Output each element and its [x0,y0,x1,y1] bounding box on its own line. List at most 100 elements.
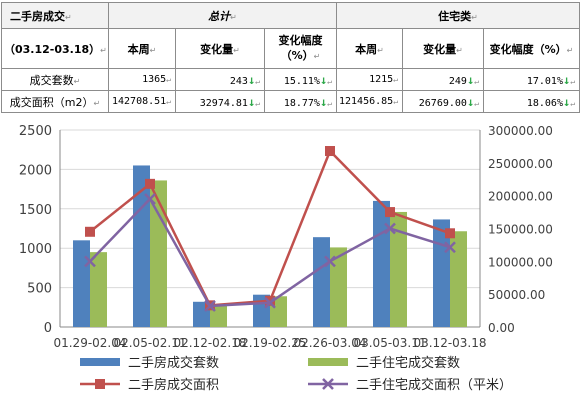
y-right-tick-label: 300000.00 [488,124,553,138]
total-change-cell: 32974.81↓↵ [175,90,265,113]
total-week-header: 本周↵ [108,28,176,69]
cell-mark: ↵ [377,45,384,55]
table-title-cell: 二手房成交↵ [1,2,109,29]
res-week-header: 本周↵ [336,28,403,69]
point-marker [264,296,276,309]
point-marker [444,241,456,254]
y-left-tick-label: 0 [44,321,52,336]
cell-mark: ↵ [313,52,321,61]
x-tick-label: 03.12-03.18 [413,336,486,350]
cell-mark: ↵ [393,97,399,106]
point-marker [204,300,216,312]
cell-mark: ↵ [327,76,332,86]
arrow-down-icon: ↓ [466,72,475,87]
table-row: 成交面积（m2）↵ 142708.51↵ 32974.81↓↵ 18.77%↓↵… [1,90,580,113]
row-label: 成交面积（m2） [9,95,94,109]
res-week-cell: 121456.85↵ [336,90,403,113]
row-label: 成交套数 [29,73,74,87]
cell-mark: ↵ [166,97,171,106]
table-header-row: 二手房成交↵ 总计↵ 住宅类↵ [1,2,580,29]
cell-mark: ↵ [233,45,240,55]
col-change-label: 变化量 [200,42,234,56]
cell-mark: ↵ [230,12,237,22]
y-left-tick-label: 1500 [19,203,52,218]
cell-mark: ↵ [65,12,72,22]
point-marker [145,178,155,189]
x-tick-label: 01.29-02.04 [53,336,126,350]
cell-mark: ↵ [566,45,574,55]
y-right-tick-label: 100000.00 [488,255,553,269]
cell-mark: ↵ [93,98,101,108]
residential-group-label: 住宅类 [438,9,472,23]
total-change-value: 243 [229,75,248,87]
legend-label: 二手住宅成交套数 [356,355,460,371]
res-rate-header: 变化幅度（%）↵ [482,28,580,69]
total-week-value: 142708.51 [111,96,167,107]
res-change-cell: 26769.00↓↵ [402,90,484,113]
row-label-cell: 成交套数↵ [1,68,109,91]
arrow-down-icon: ↓ [319,94,328,109]
res-rate-value: 17.01% [526,75,563,87]
residential-group-header: 住宅类↵ [335,2,580,29]
bar [150,180,167,327]
total-week-cell: 142708.51↵ [108,90,176,113]
stats-table: 二手房成交↵ 总计↵ 住宅类↵ （03.12-03.18）↵ 本周↵ 变化量↵ … [1,2,580,113]
legend-marker [322,378,334,390]
col-rate-line2: （%） [280,49,314,62]
res-change-cell: 249↓↵ [402,68,484,91]
total-group-label: 总计 [208,9,231,23]
total-change-cell: 243↓↵ [175,68,265,91]
point-marker [84,255,96,268]
y-right-tick-label: 200000.00 [488,190,553,204]
res-week-value: 1215 [369,74,394,85]
total-week-cell: 1365↵ [108,68,176,91]
table-title: 二手房成交 [10,9,65,23]
res-rate-cell: 17.01%↓↵ [482,68,580,91]
y-right-tick-label: 0.00 [488,321,515,335]
cell-mark: ↵ [255,76,260,86]
bar [330,247,347,327]
point-marker [384,222,396,235]
col-week-label: 本周 [355,42,378,56]
x-tick-label: 02.12-02.18 [173,336,246,350]
col-rate-line1: 变化幅度 [278,34,323,47]
bar [450,231,467,327]
total-rate-cell: 15.11%↓↵ [264,68,337,91]
point-marker [385,207,395,218]
cell-mark: ↵ [73,76,81,86]
legend-swatch [80,358,120,366]
col-change-label: 变化量 [423,42,457,56]
cell-mark: ↵ [570,98,576,108]
cell-mark: ↵ [166,75,171,84]
y-right-tick-label: 250000.00 [488,157,553,171]
res-change-header: 变化量↵ [402,28,484,69]
table-row: 成交套数↵ 1365↵ 243↓↵ 15.11%↓↵ 1215↵ 249↓↵ 1… [1,68,580,91]
cell-mark: ↵ [327,98,332,108]
legend-label: 二手房成交面积 [128,377,219,393]
row-label-cell: 成交面积（m2）↵ [1,90,109,113]
res-rate-cell: 18.06%↓↵ [482,90,580,113]
point-marker [144,193,156,205]
cell-mark: ↵ [255,98,260,108]
total-change-header: 变化量↵ [175,28,265,69]
arrow-down-icon: ↓ [247,72,256,87]
res-week-cell: 1215↵ [336,68,403,91]
cell-mark: ↵ [149,45,157,55]
table-subheader-row: （03.12-03.18）↵ 本周↵ 变化量↵ 变化幅度 （%）↵ 本周↵ 变化量… [1,28,580,69]
period-label: （03.12-03.18） [4,42,101,56]
total-change-value: 32974.81 [199,97,248,109]
arrow-down-icon: ↓ [319,72,328,87]
col-week-label: 本周 [127,42,150,56]
total-rate-cell: 18.77%↓↵ [264,90,337,113]
x-tick-label: 03.05-03.11 [353,336,426,350]
res-change-value: 249 [448,75,467,87]
combo-chart: 0 500 1000 1500 2000 2500 0.00 50000.00 100000.0… [19,124,553,393]
bar [133,165,150,327]
legend-marker [95,379,105,389]
col-rate-full-label: 变化幅度（%） [489,42,567,56]
cell-mark: ↵ [474,76,479,86]
y-left-tick-label: 500 [27,282,52,297]
total-group-header: 总计↵ [108,2,337,29]
cell-mark: ↵ [471,12,478,22]
bar [90,252,107,327]
